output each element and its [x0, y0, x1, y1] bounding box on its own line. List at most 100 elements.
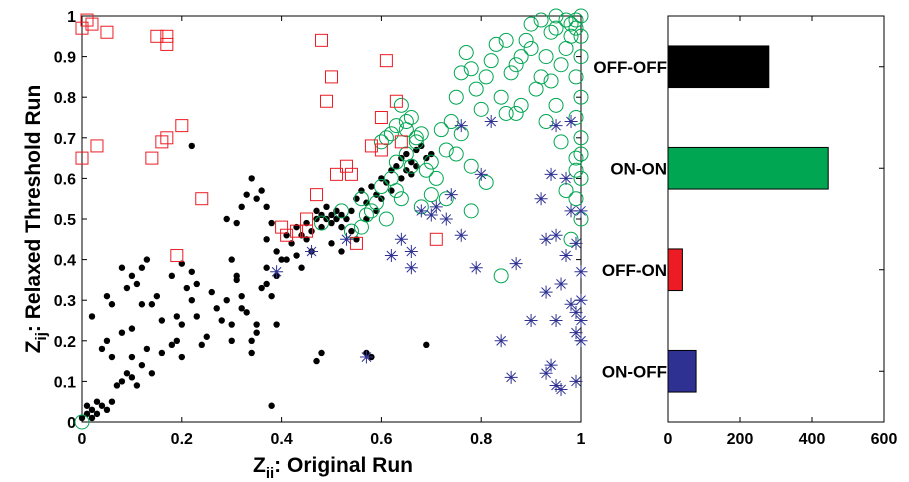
point-circle [558, 183, 574, 199]
point-circle [548, 8, 564, 24]
point-star [444, 188, 458, 202]
point-dot [393, 163, 400, 170]
point-dot [188, 268, 195, 275]
point-square [170, 249, 184, 263]
point-dot [103, 337, 111, 344]
point-dot [328, 240, 335, 247]
y-tick-label: 0.6 [54, 171, 76, 188]
point-square [300, 224, 314, 238]
point-circle [573, 170, 589, 186]
point-dot [103, 406, 111, 414]
point-dot [143, 256, 151, 263]
point-dot [333, 215, 340, 223]
point-star [484, 115, 498, 129]
point-circle [568, 20, 584, 36]
point-circle [448, 89, 464, 105]
point-dot [408, 171, 415, 178]
point-dot [258, 187, 265, 194]
point-circle [483, 53, 499, 69]
point-square [100, 25, 114, 39]
point-star [554, 383, 568, 397]
point-dot [118, 329, 126, 336]
point-dot [318, 211, 325, 219]
point-square [325, 70, 338, 84]
point-circle [523, 16, 539, 32]
point-dot [228, 256, 235, 263]
point-star [384, 249, 398, 263]
point-dot [148, 370, 156, 377]
point-circle [388, 118, 404, 134]
point-square [75, 151, 89, 165]
point-circle [358, 207, 374, 223]
point-dot [188, 142, 195, 150]
point-dot [83, 402, 91, 409]
point-dot [263, 203, 270, 211]
point-circle [513, 49, 529, 65]
point-dot [243, 191, 250, 198]
point-dot [173, 313, 181, 320]
point-circle [513, 97, 529, 113]
point-dot [268, 292, 275, 300]
point-circle [453, 65, 469, 81]
x-tick-label: 0.6 [370, 431, 392, 448]
point-circle [393, 97, 409, 113]
point-dot [403, 150, 410, 158]
point-dot [138, 361, 146, 369]
point-star [564, 204, 578, 218]
point-square [90, 139, 104, 153]
point-circle [573, 130, 589, 146]
bar-category-label: ON-ON [610, 159, 667, 178]
point-square [275, 220, 289, 234]
point-dot [138, 301, 146, 308]
point-dot [238, 292, 245, 300]
point-dot [118, 264, 126, 271]
point-dot [283, 232, 290, 239]
point-circle [443, 114, 459, 130]
bar-off-off [667, 45, 770, 89]
point-dot [378, 175, 385, 182]
point-square [320, 94, 334, 108]
point-star [544, 358, 558, 372]
scatter-x-axis-label: Zii: Original Run [253, 454, 413, 482]
point-circle [74, 414, 90, 430]
point-dot [93, 398, 101, 405]
y-tick-label: 0.5 [54, 212, 76, 229]
point-circle [463, 203, 479, 219]
point-circle [548, 97, 564, 113]
point-circle [333, 203, 349, 219]
point-dot [168, 272, 176, 280]
y-tick-label: 1 [67, 9, 76, 26]
point-square [155, 135, 169, 149]
point-circle [398, 114, 414, 130]
point-dot [373, 191, 380, 198]
point-square [160, 37, 174, 51]
point-dot [248, 337, 255, 344]
point-dot [428, 150, 435, 158]
point-circle [408, 134, 424, 150]
point-dot [338, 211, 345, 219]
point-dot [203, 333, 210, 340]
point-circle [373, 179, 389, 195]
point-circle [493, 268, 509, 284]
point-square [344, 167, 358, 181]
point-dot [313, 357, 320, 365]
point-circle [573, 89, 589, 105]
series-off-off [78, 142, 435, 422]
bar-on-off [667, 349, 697, 393]
bar-x-tick-label: 600 [871, 431, 898, 448]
x-tick-label: 0.2 [171, 431, 193, 448]
point-square [75, 21, 89, 35]
point-circle [378, 211, 394, 227]
point-dot [78, 414, 86, 422]
point-circle [448, 146, 464, 162]
point-circle [553, 134, 569, 150]
point-star [549, 228, 563, 242]
point-star [394, 232, 408, 246]
point-dot [263, 280, 270, 288]
point-dot [98, 345, 106, 353]
point-dot [218, 317, 225, 324]
point-circle [413, 126, 429, 142]
point-circle [503, 65, 519, 81]
point-dot [298, 264, 305, 271]
point-dot [398, 175, 405, 182]
